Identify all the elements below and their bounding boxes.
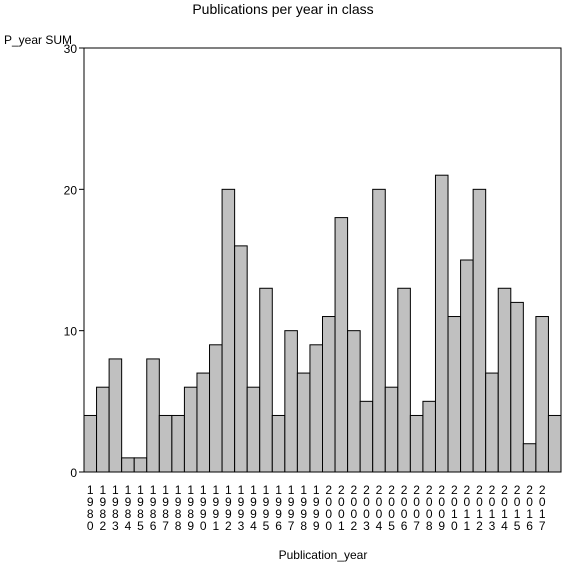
- bar: [472, 188, 487, 473]
- bar: [547, 414, 562, 473]
- bar: [409, 414, 424, 473]
- bar: [460, 259, 474, 473]
- bar: [397, 287, 411, 473]
- bar: [171, 414, 185, 473]
- bar: [221, 188, 236, 473]
- bar: [510, 301, 524, 473]
- chart-title: Publications per year in class: [192, 1, 373, 17]
- x-axis-tick-labels: 1 9 8 0 1 9 8 2 1 9 8 3 1 9 8 4 1 9 8 5 1 9 8 6 1 9 8 7 1 9 8 8 1 9 8 9 1 9 9 0…: [87, 483, 546, 533]
- bar: [434, 174, 449, 473]
- bar: [133, 457, 148, 473]
- bar: [485, 372, 499, 473]
- bar: [372, 188, 386, 473]
- bar: [121, 457, 135, 473]
- y-axis-label: P_year SUM: [4, 33, 72, 47]
- bar: [146, 358, 160, 473]
- y-axis: 0 10 20 30: [64, 42, 84, 480]
- bar: [108, 358, 123, 473]
- bar: [284, 330, 298, 473]
- bar: [309, 344, 324, 473]
- bar: [422, 400, 436, 473]
- bar: [347, 330, 361, 473]
- y-tick-label: 0: [70, 466, 77, 480]
- bar: [359, 400, 374, 473]
- bar: [96, 386, 110, 473]
- bar: [296, 372, 311, 473]
- bar: [183, 386, 198, 473]
- bar: [384, 386, 399, 473]
- bar: [234, 245, 248, 473]
- bar: [196, 372, 211, 473]
- bar: [322, 316, 336, 473]
- bars: [83, 174, 562, 473]
- y-tick-label: 10: [64, 325, 78, 339]
- y-tick-label: 20: [64, 183, 78, 197]
- bar: [535, 316, 549, 473]
- bar: [209, 344, 223, 473]
- x-axis-label: Publication_year: [279, 548, 368, 562]
- bar: [271, 414, 286, 473]
- bar: [447, 316, 462, 473]
- bar: [158, 414, 173, 473]
- bar: [246, 386, 261, 473]
- bar: [83, 414, 98, 473]
- bar: [522, 443, 537, 473]
- y-tick-label: 30: [64, 42, 78, 56]
- bar: [334, 217, 349, 473]
- bar: [497, 287, 512, 473]
- bar: [259, 287, 273, 473]
